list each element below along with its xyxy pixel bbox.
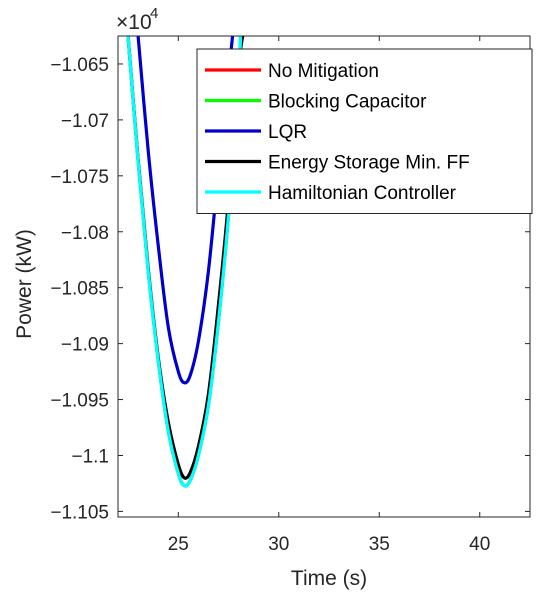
y-tick-label: −1.07 — [61, 111, 109, 132]
y-tick-label: −1.09 — [61, 335, 109, 356]
x-tick-label: 25 — [168, 534, 189, 555]
exponent-base: ×10 — [116, 11, 152, 34]
x-axis-ticks: 25 30 35 40 — [168, 36, 490, 555]
y-axis-title: Power (kW) — [13, 229, 36, 339]
x-tick-label: 35 — [369, 534, 390, 555]
legend-label: Blocking Capacitor — [268, 92, 427, 113]
legend-label: No Mitigation — [268, 61, 379, 82]
x-axis-title: Time (s) — [291, 567, 367, 590]
y-tick-label: −1.095 — [50, 391, 109, 412]
y-tick-label: −1.08 — [61, 223, 109, 244]
series-line-4 — [126, 36, 243, 488]
x-tick-label: 30 — [268, 534, 289, 555]
y-axis-ticks: −1.065 −1.07 −1.075 −1.08 −1.085 −1.09 −1.095 −… — [50, 55, 530, 523]
y-tick-label: −1.065 — [50, 55, 109, 76]
y-tick-label: −1.085 — [50, 279, 109, 300]
legend-label: LQR — [268, 122, 307, 143]
y-tick-label: −1.075 — [50, 167, 109, 188]
legend-label: Hamiltonian Controller — [268, 183, 457, 204]
y-tick-label: −1.105 — [50, 502, 109, 523]
y-tick-label: −1.1 — [71, 446, 109, 467]
exponent-power: 4 — [150, 5, 158, 22]
y-axis-exponent: ×10 4 — [116, 5, 158, 34]
x-tick-label: 40 — [469, 534, 490, 555]
legend-label: Energy Storage Min. FF — [268, 153, 470, 174]
plot-frame — [117, 35, 531, 518]
series-layer — [126, 36, 245, 488]
legend: No Mitigation Blocking Capacitor LQR Energy… — [196, 48, 533, 214]
